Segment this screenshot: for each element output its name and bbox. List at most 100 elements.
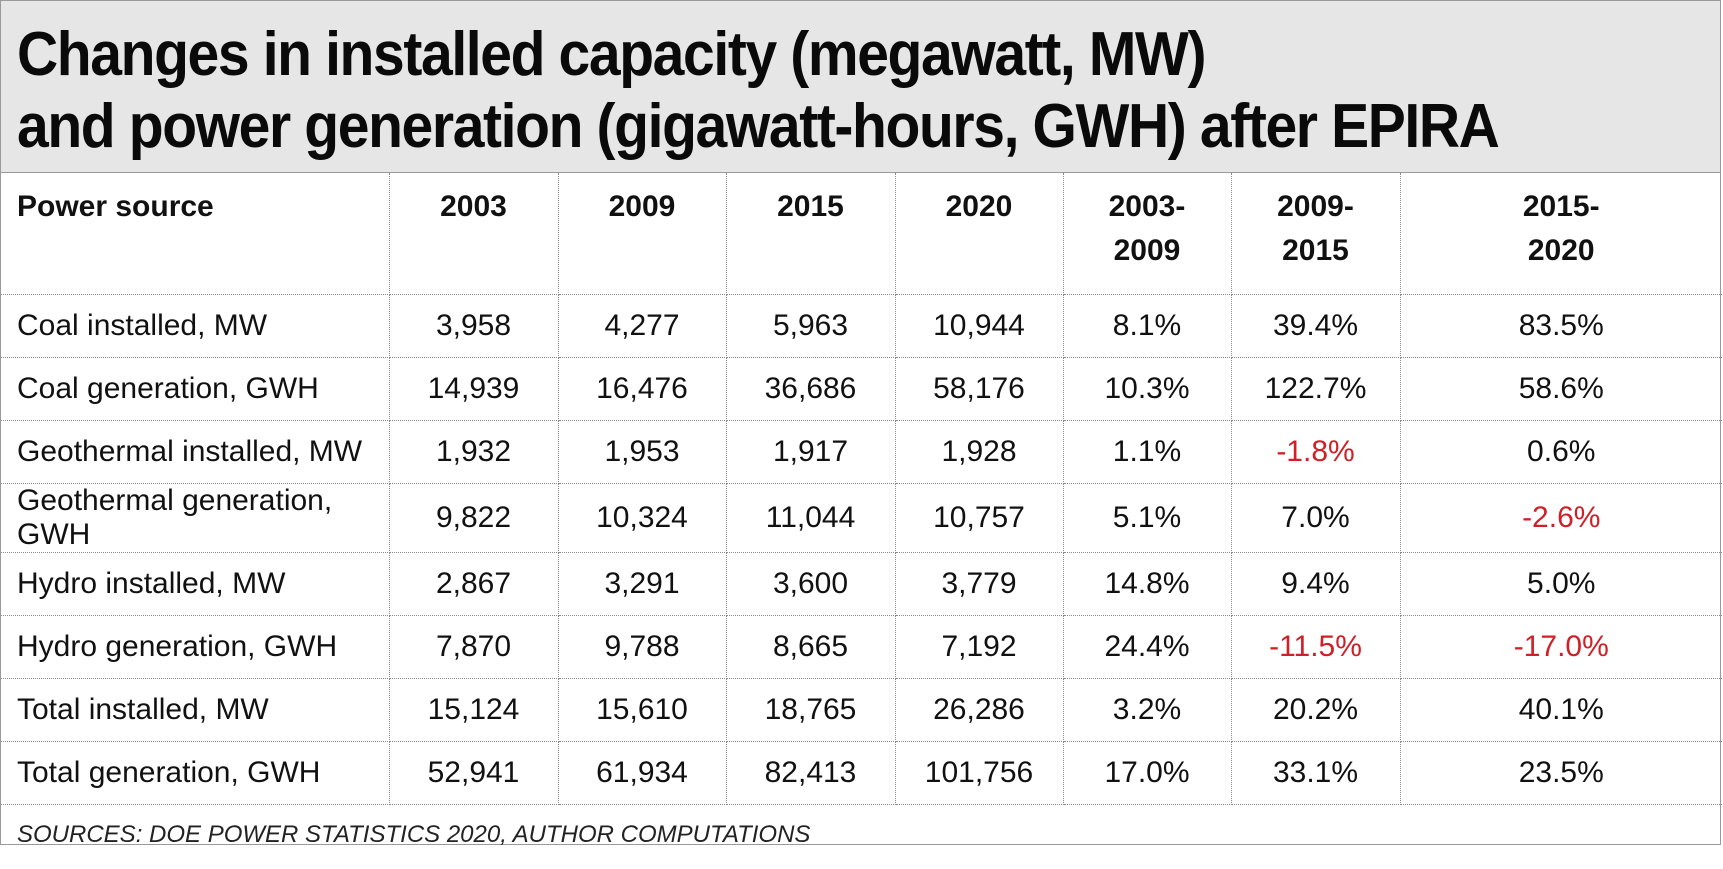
title-bar: Changes in installed capacity (megawatt,…: [1, 1, 1720, 173]
table-row: Geothermal generation, GWH 9,822 10,324 11,…: [1, 483, 1722, 553]
column-header: 2009- 2015: [1231, 173, 1401, 295]
column-header-line: Power source: [17, 190, 214, 223]
row-label: Hydro installed, MW: [1, 552, 390, 616]
table-cell: 39.4%: [1231, 294, 1401, 358]
table-row: Hydro generation, GWH 7,870 9,788 8,665 7,19…: [1, 615, 1722, 679]
table-cell: 5.0%: [1400, 552, 1722, 616]
table-cell: 61,934: [558, 741, 727, 805]
table-body: Coal installed, MW 3,958 4,277 5,963 10,944 8…: [1, 294, 1722, 805]
table-row: Total installed, MW 15,124 15,610 18,765 26,…: [1, 678, 1722, 742]
table-cell: 1.1%: [1063, 420, 1232, 484]
column-header: 2003: [389, 173, 559, 295]
table-cell: 1,928: [895, 420, 1064, 484]
table-row: Geothermal installed, MW 1,932 1,953 1,917 1…: [1, 420, 1722, 484]
title-line-1: Changes in installed capacity (megawatt,…: [17, 20, 1206, 89]
column-header: 2003- 2009: [1063, 173, 1232, 295]
table-cell: 10,757: [895, 483, 1064, 553]
table-cell: 122.7%: [1231, 357, 1401, 421]
row-label: Coal installed, MW: [1, 294, 390, 358]
table-cell: 26,286: [895, 678, 1064, 742]
table-cell: 10,324: [558, 483, 727, 553]
table-cell: 3,958: [389, 294, 559, 358]
table-cell: -11.5%: [1231, 615, 1401, 679]
column-header-line: 2015: [777, 190, 844, 223]
table-cell: 3,779: [895, 552, 1064, 616]
table-cell: 15,610: [558, 678, 727, 742]
table-cell: 16,476: [558, 357, 727, 421]
table-cell: 15,124: [389, 678, 559, 742]
table-cell: 9.4%: [1231, 552, 1401, 616]
table-cell: -1.8%: [1231, 420, 1401, 484]
table-cell: 10,944: [895, 294, 1064, 358]
table-cell: 18,765: [726, 678, 896, 742]
row-label: Coal generation, GWH: [1, 357, 390, 421]
table-cell: 33.1%: [1231, 741, 1401, 805]
table-cell: 1,932: [389, 420, 559, 484]
table-cell: 7,192: [895, 615, 1064, 679]
row-label: Total installed, MW: [1, 678, 390, 742]
column-header-line: 2015-: [1522, 190, 1600, 223]
table-cell: 1,953: [558, 420, 727, 484]
column-header-line: 2003-: [1108, 190, 1186, 223]
table-cell: 36,686: [726, 357, 896, 421]
table-cell: 1,917: [726, 420, 896, 484]
chart-title: Changes in installed capacity (megawatt,…: [17, 19, 1569, 163]
column-header: 2009: [558, 173, 727, 295]
table-cell: 17.0%: [1063, 741, 1232, 805]
table-cell: 7,870: [389, 615, 559, 679]
table-cell: 24.4%: [1063, 615, 1232, 679]
table-cell: 3.2%: [1063, 678, 1232, 742]
table-cell: 11,044: [726, 483, 896, 553]
column-header-line: 2003: [440, 190, 507, 223]
column-header-line: 2009: [608, 190, 676, 223]
table-cell: 8,665: [726, 615, 896, 679]
table-cell: 9,788: [558, 615, 727, 679]
table-cell: 58.6%: [1400, 357, 1722, 421]
row-label: Geothermal generation, GWH: [1, 483, 390, 553]
column-header-line: 2020: [945, 190, 1013, 223]
source-note: SOURCES: DOE POWER STATISTICS 2020, AUTH…: [17, 821, 811, 848]
row-label: Hydro generation, GWH: [1, 615, 390, 679]
table-cell: 14.8%: [1063, 552, 1232, 616]
table-cell: 3,291: [558, 552, 727, 616]
table-cell: 8.1%: [1063, 294, 1232, 358]
column-header-line: 2020: [1527, 234, 1595, 267]
column-header: 2015- 2020: [1400, 173, 1722, 295]
title-line-2: and power generation (gigawatt-hours, GW…: [17, 92, 1500, 161]
table-cell: 2,867: [389, 552, 559, 616]
table-cell: 101,756: [895, 741, 1064, 805]
table-cell: 9,822: [389, 483, 559, 553]
table-cell: -17.0%: [1400, 615, 1722, 679]
table-row: Coal installed, MW 3,958 4,277 5,963 10,944 8…: [1, 294, 1722, 358]
table-cell: 3,600: [726, 552, 896, 616]
table-cell: 5.1%: [1063, 483, 1232, 553]
table-cell: 83.5%: [1400, 294, 1722, 358]
table-cell: -2.6%: [1400, 483, 1722, 553]
table-cell: 40.1%: [1400, 678, 1722, 742]
column-header: Power source: [1, 173, 390, 295]
source-row: SOURCES: DOE POWER STATISTICS 2020, AUTH…: [1, 805, 1722, 866]
column-header-line: 2009-: [1277, 190, 1354, 223]
table-row: Coal generation, GWH 14,939 16,476 36,686 58…: [1, 357, 1722, 421]
column-header-line: 2015: [1282, 234, 1349, 267]
table-cell: 14,939: [389, 357, 559, 421]
row-label: Geothermal installed, MW: [1, 420, 390, 484]
table-row: Total generation, GWH 52,941 61,934 82,413 1…: [1, 741, 1722, 805]
column-header-line: 2009: [1113, 234, 1181, 267]
table-cell: 0.6%: [1400, 420, 1722, 484]
table-cell: 58,176: [895, 357, 1064, 421]
table-cell: 10.3%: [1063, 357, 1232, 421]
header-row: Power source 2003 2009 2015 2020 2003- 2009 200…: [1, 173, 1722, 295]
table-cell: 4,277: [558, 294, 727, 358]
table-row: Hydro installed, MW 2,867 3,291 3,600 3,779 1…: [1, 552, 1722, 616]
table-cell: 5,963: [726, 294, 896, 358]
column-header: 2020: [895, 173, 1064, 295]
table-cell: 52,941: [389, 741, 559, 805]
table-cell: 7.0%: [1231, 483, 1401, 553]
table-cell: 20.2%: [1231, 678, 1401, 742]
data-table: Power source 2003 2009 2015 2020 2003- 2009 200…: [1, 173, 1722, 865]
table-figure: Changes in installed capacity (megawatt,…: [0, 0, 1722, 848]
table-cell: 23.5%: [1400, 741, 1722, 805]
table-cell: 82,413: [726, 741, 896, 805]
row-label: Total generation, GWH: [1, 741, 390, 805]
